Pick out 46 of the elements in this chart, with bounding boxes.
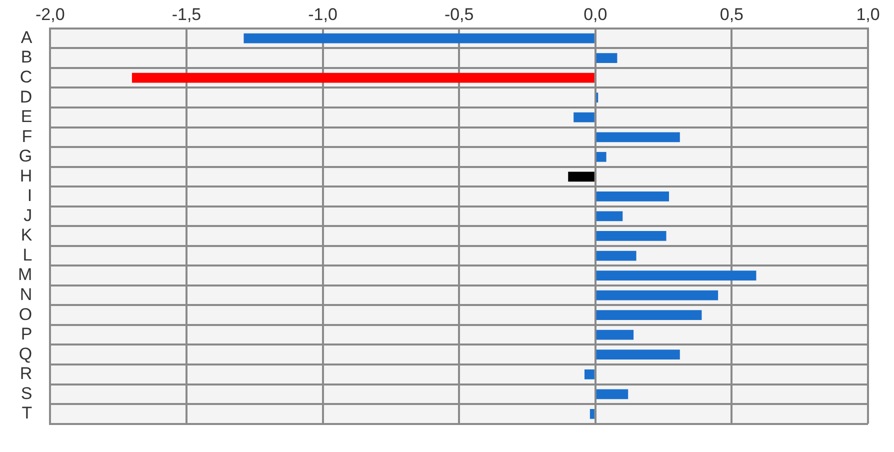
bar [596,310,702,320]
x-tick-label: -1,0 [308,4,338,24]
x-tick-label: 0,0 [584,4,608,24]
x-tick-label: 0,5 [720,4,744,24]
x-tick-label: 1,0 [856,4,880,24]
y-tick-label: O [18,304,32,324]
y-tick-label: F [22,126,32,146]
bar [596,152,606,162]
x-tick-label: -1,5 [172,4,202,24]
y-tick-label: N [20,284,32,304]
bar [584,369,594,380]
y-tick-label: M [18,265,32,284]
bar [244,33,594,44]
y-tick-label: Q [18,344,32,364]
x-tick-label: -2,0 [36,4,65,24]
y-tick-label: D [20,87,32,106]
bar [596,192,669,202]
y-tick-label: G [18,146,32,166]
bar [590,408,594,419]
bar [596,330,634,340]
bar [596,231,666,241]
bar [596,250,636,261]
y-tick-label: B [20,48,32,67]
y-tick-label: I [27,186,32,206]
bar [596,290,718,300]
y-tick-label: J [24,206,32,225]
y-tick-label: A [20,28,33,47]
y-tick-label: K [20,226,33,245]
bar [596,53,618,63]
bar [132,72,594,83]
y-tick-label: L [22,245,32,264]
bar [574,112,594,122]
y-tick-label: H [20,166,32,186]
y-tick-label: C [20,68,32,87]
y-tick-label: S [20,384,32,403]
bar [568,172,594,182]
bar [596,211,623,222]
bar [596,350,680,360]
y-tick-label: T [22,404,32,423]
bar [596,270,756,280]
x-tick-label: -0,5 [444,4,474,24]
bar [596,132,680,142]
bar [596,389,628,400]
y-tick-label: E [20,107,32,126]
y-tick-label: P [20,324,32,344]
y-tick-label: R [20,364,32,384]
